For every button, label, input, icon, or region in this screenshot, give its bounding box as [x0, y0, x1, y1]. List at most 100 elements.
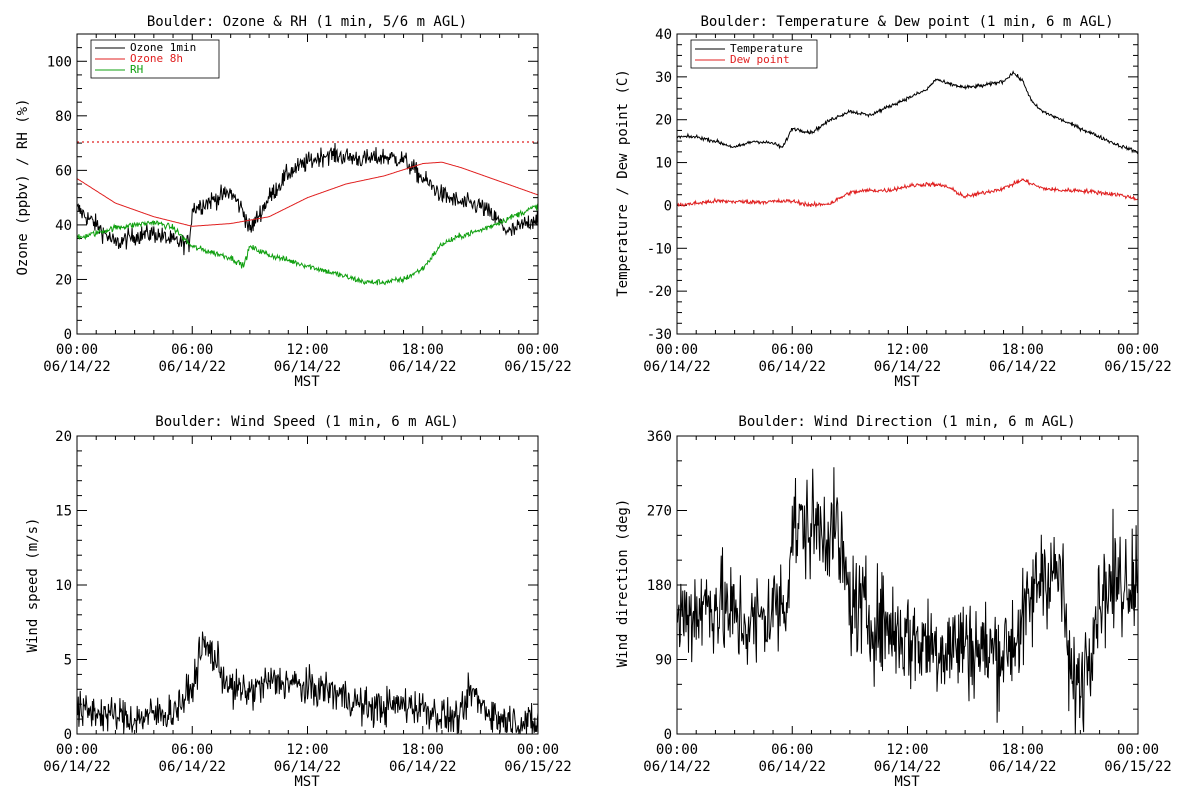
x-tick-date-label: 06/14/22	[389, 359, 456, 375]
temp-ylabel: Temperature / Dew point (C)	[615, 69, 631, 297]
x-tick-time-label: 00:00	[1117, 342, 1159, 358]
x-tick-date-label: 06/14/22	[874, 759, 941, 775]
x-tick-time-label: 00:00	[56, 742, 98, 758]
wspd-plot-frame	[76, 435, 539, 735]
x-tick-date-label: 06/15/22	[504, 359, 571, 375]
legend-label-rh: RH	[130, 63, 143, 76]
x-tick-time-label: 18:00	[1002, 342, 1044, 358]
x-tick-date-label: 06/14/22	[874, 359, 941, 375]
wdir-xlabel: MST	[894, 774, 920, 790]
legend-label-temperature: Temperature	[730, 42, 803, 55]
wdir-ylabel: Wind direction (deg)	[615, 499, 631, 668]
y-tick-label: 30	[655, 70, 672, 86]
x-tick-time-label: 00:00	[656, 742, 698, 758]
ozone-title: Boulder: Ozone & RH (1 min, 5/6 m AGL)	[147, 14, 467, 30]
temp-title: Boulder: Temperature & Dew point (1 min,…	[700, 14, 1113, 30]
x-tick-time-label: 06:00	[771, 742, 813, 758]
x-tick-time-label: 06:00	[771, 342, 813, 358]
panel-ozone: Boulder: Ozone & RH (1 min, 5/6 m AGL) M…	[15, 14, 572, 390]
wdir-plot-frame	[676, 435, 1139, 735]
y-tick-label: 40	[655, 27, 672, 43]
x-tick-date-label: 06/14/22	[643, 759, 710, 775]
x-tick-time-label: 12:00	[286, 742, 328, 758]
y-tick-label: 90	[655, 653, 672, 669]
wdir-title: Boulder: Wind Direction (1 min, 6 m AGL)	[738, 414, 1075, 430]
series-line-dew-point	[676, 177, 1139, 208]
ozone-axes: 00:0006/14/2206:0006/14/2212:0006/14/221…	[43, 34, 572, 375]
ozone-plot-frame	[76, 33, 539, 335]
x-tick-date-label: 06/14/22	[159, 359, 226, 375]
legend-label-dew-point: Dew point	[730, 53, 790, 66]
wspd-xlabel: MST	[294, 774, 320, 790]
x-tick-date-label: 06/14/22	[159, 759, 226, 775]
temp-plot-area	[676, 70, 1139, 208]
y-tick-label: 360	[647, 429, 672, 445]
x-tick-date-label: 06/14/22	[643, 359, 710, 375]
x-tick-date-label: 06/14/22	[759, 759, 826, 775]
y-tick-label: 15	[55, 504, 72, 520]
x-tick-time-label: 00:00	[56, 342, 98, 358]
y-tick-label: 60	[55, 163, 72, 179]
x-tick-date-label: 06/14/22	[989, 359, 1056, 375]
x-tick-time-label: 18:00	[1002, 742, 1044, 758]
x-tick-date-label: 06/14/22	[43, 759, 110, 775]
x-tick-date-label: 06/15/22	[1104, 759, 1171, 775]
legend-label-ozone-1min: Ozone 1min	[130, 41, 196, 54]
x-tick-time-label: 00:00	[517, 342, 559, 358]
y-tick-label: -10	[647, 241, 672, 257]
x-tick-time-label: 12:00	[886, 742, 928, 758]
series-line-ozone-1min	[76, 142, 539, 256]
y-tick-label: 0	[64, 327, 72, 343]
panel-temperature: Boulder: Temperature & Dew point (1 min,…	[615, 14, 1172, 390]
y-tick-label: 40	[55, 218, 72, 234]
y-tick-label: 10	[55, 578, 72, 594]
ozone-ylabel: Ozone (ppbv) / RH (%)	[15, 98, 31, 275]
y-tick-label: 0	[64, 727, 72, 743]
series-line-temperature	[676, 70, 1139, 155]
x-tick-time-label: 00:00	[1117, 742, 1159, 758]
temp-plot-frame	[676, 33, 1139, 335]
x-tick-time-label: 12:00	[886, 342, 928, 358]
y-tick-label: 0	[664, 727, 672, 743]
wspd-ylabel: Wind speed (m/s)	[25, 518, 41, 653]
y-tick-label: 180	[647, 578, 672, 594]
x-tick-date-label: 06/14/22	[43, 359, 110, 375]
x-tick-date-label: 06/14/22	[389, 759, 456, 775]
y-tick-label: 5	[64, 653, 72, 669]
y-tick-label: 0	[664, 198, 672, 214]
wdir-plot-area	[676, 467, 1139, 735]
x-tick-time-label: 18:00	[402, 742, 444, 758]
panel-wind-direction: Boulder: Wind Direction (1 min, 6 m AGL)…	[615, 414, 1172, 790]
temp-legend: Temperature Dew point	[690, 39, 818, 69]
series-line-wspd	[76, 631, 539, 734]
y-tick-label: 80	[55, 109, 72, 125]
x-tick-time-label: 06:00	[171, 742, 213, 758]
temp-xlabel: MST	[894, 374, 920, 390]
series-line-wdir	[676, 467, 1139, 735]
x-tick-time-label: 00:00	[656, 342, 698, 358]
x-tick-date-label: 06/15/22	[1104, 359, 1171, 375]
wdir-axes: 00:0006/14/2206:0006/14/2212:0006/14/221…	[643, 429, 1171, 775]
x-tick-date-label: 06/14/22	[989, 759, 1056, 775]
x-tick-time-label: 00:00	[517, 742, 559, 758]
y-tick-label: 20	[655, 113, 672, 129]
temp-legend-box	[690, 39, 818, 69]
wspd-plot-area	[76, 631, 539, 734]
y-tick-label: 10	[655, 156, 672, 172]
panel-wind-speed: Boulder: Wind Speed (1 min, 6 m AGL) MST…	[25, 414, 572, 790]
y-tick-label: 20	[55, 429, 72, 445]
ozone-xlabel: MST	[294, 374, 320, 390]
x-tick-date-label: 06/14/22	[759, 359, 826, 375]
series-line-rh	[76, 202, 539, 286]
x-tick-date-label: 06/15/22	[504, 759, 571, 775]
x-tick-time-label: 12:00	[286, 342, 328, 358]
legend-label-ozone-8h: Ozone 8h	[130, 52, 183, 65]
ozone-legend: Ozone 1min Ozone 8h RH	[90, 39, 220, 79]
y-tick-label: -20	[647, 284, 672, 300]
x-tick-date-label: 06/14/22	[274, 759, 341, 775]
wspd-title: Boulder: Wind Speed (1 min, 6 m AGL)	[155, 414, 458, 430]
y-tick-label: 270	[647, 504, 672, 520]
series-line-ozone-8h	[76, 161, 539, 227]
x-tick-time-label: 06:00	[171, 342, 213, 358]
